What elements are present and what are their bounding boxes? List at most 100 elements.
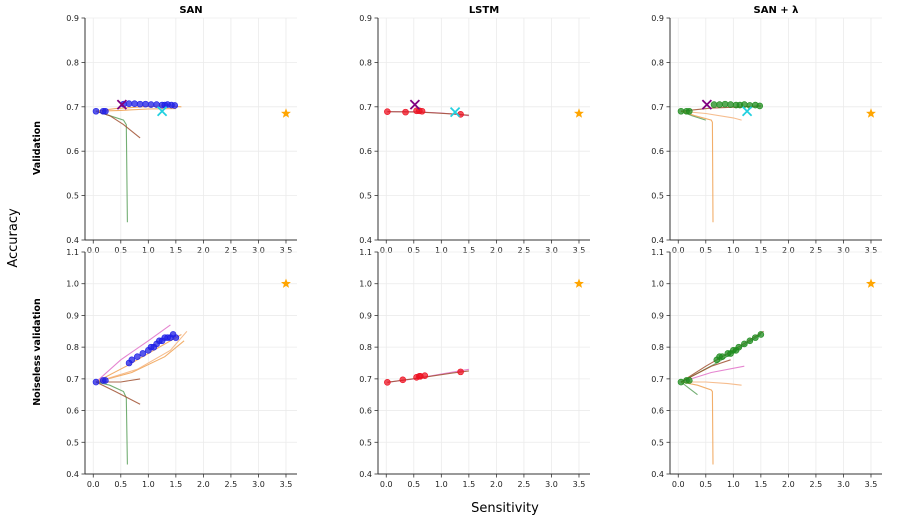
data-point [677, 107, 685, 115]
x-tick-label: 2.5 [810, 480, 823, 489]
x-tick-label: 3.5 [573, 246, 586, 255]
y-tick-label: 0.8 [651, 343, 664, 352]
panel-1: 0.4 0.5 0.6 0.7 0.8 0.9 0.0 0.5 1.0 1.5 2.0 2.5 3.0 3… [66, 5, 297, 255]
x-tick-label: 0.5 [699, 480, 712, 489]
y-tick-label: 0.6 [66, 407, 79, 416]
y-tick-label: 0.8 [651, 58, 664, 67]
y-tick-label: 0.5 [66, 438, 79, 447]
x-tick-label: 3.0 [545, 246, 558, 255]
x-marker-stroke [409, 99, 421, 110]
x-tick-label: 1.5 [754, 480, 767, 489]
y-tick-label: 1.0 [66, 280, 79, 289]
x-tick-label: 1.5 [462, 246, 475, 255]
y-tick-label: 1.0 [651, 280, 664, 289]
panel-5: 0.4 0.5 0.6 0.7 0.8 0.9 1.0 1.1 0.0 0.5 1.0 1.5 2.0 2… [359, 248, 590, 489]
y-tick-label: 0.9 [359, 311, 372, 320]
y-tick-label: 1.1 [651, 248, 664, 257]
x-tick-label: 0.5 [114, 246, 127, 255]
data-point [384, 108, 391, 115]
data-point [172, 334, 180, 341]
x-tick-label: 2.5 [225, 246, 238, 255]
y-tick-label: 0.5 [359, 438, 372, 447]
data-point [384, 379, 391, 386]
y-tick-label: 1.1 [359, 248, 372, 257]
y-axis-title: Accuracy [6, 208, 21, 268]
x-tick-label: 1.5 [462, 480, 475, 489]
data-point [735, 343, 743, 351]
data-point [92, 107, 100, 115]
x-tick-label: 1.5 [754, 246, 767, 255]
data-point [752, 334, 759, 341]
data-point [756, 102, 764, 110]
x-marker-stroke [701, 99, 713, 110]
row-label-noiseless-validation: Noiseless validation [32, 298, 43, 406]
x-marker-stroke [741, 106, 753, 117]
x-tick-label: 3.0 [545, 480, 558, 489]
y-tick-label: 0.8 [66, 58, 79, 67]
star-marker [281, 108, 291, 118]
data-point [727, 101, 734, 108]
x-marker-purple [116, 99, 128, 110]
panel-title: SAN + λ [754, 5, 800, 16]
x-tick-label: 0.0 [672, 480, 685, 489]
x-tick-label: 2.5 [225, 480, 238, 489]
data-point [741, 101, 748, 108]
x-tick-label: 2.0 [197, 246, 210, 255]
x-tick-label: 2.0 [490, 246, 503, 255]
trajectory-line [95, 381, 128, 465]
x-tick-label: 0.0 [87, 480, 100, 489]
trajectory-line [95, 340, 185, 383]
y-tick-label: 1.1 [66, 248, 79, 257]
x-tick-label: 0.5 [114, 480, 127, 489]
y-tick-label: 0.7 [651, 103, 664, 112]
x-tick-label: 1.0 [142, 480, 155, 489]
x-tick-label: 0.0 [87, 246, 100, 255]
panel-title: LSTM [469, 5, 499, 16]
data-point [125, 100, 133, 107]
trajectory-line [95, 110, 141, 139]
trajectory-line [680, 381, 714, 465]
data-point [457, 368, 464, 376]
x-marker-stroke [449, 106, 461, 118]
data-point [677, 378, 685, 386]
y-tick-label: 0.9 [651, 311, 664, 320]
data-point [685, 377, 693, 384]
star-marker [866, 278, 876, 288]
x-tick-label: 1.5 [169, 480, 182, 489]
data-point [402, 108, 409, 116]
data-point [719, 353, 726, 360]
x-tick-label: 1.0 [727, 480, 740, 489]
y-tick-label: 0.9 [66, 14, 79, 23]
panel-title: SAN [179, 5, 202, 16]
x-tick-label: 0.0 [380, 480, 393, 489]
y-tick-label: 1.0 [359, 280, 372, 289]
y-tick-label: 0.6 [651, 147, 664, 156]
y-tick-label: 0.9 [66, 311, 79, 320]
x-tick-label: 1.0 [727, 246, 740, 255]
trajectory-line [95, 110, 128, 223]
panel-6: 0.4 0.5 0.6 0.7 0.8 0.9 1.0 1.1 0.0 0.5 1.0 1.5 2.0 2… [651, 248, 882, 489]
x-tick-label: 1.0 [142, 246, 155, 255]
x-tick-label: 3.0 [837, 480, 850, 489]
trajectory-line [680, 110, 742, 121]
x-tick-label: 2.0 [782, 246, 795, 255]
y-tick-label: 0.4 [66, 236, 79, 245]
y-tick-label: 0.5 [66, 192, 79, 201]
y-tick-label: 0.7 [66, 375, 79, 384]
x-tick-label: 3.0 [837, 246, 850, 255]
x-tick-label: 3.5 [865, 480, 878, 489]
x-tick-label: 2.0 [197, 480, 210, 489]
y-tick-label: 0.6 [359, 147, 372, 156]
x-marker-purple [409, 99, 421, 110]
data-point [721, 100, 729, 108]
star-marker [866, 108, 876, 118]
y-tick-label: 0.4 [651, 236, 664, 245]
y-tick-label: 0.5 [359, 192, 372, 201]
trajectory-line [680, 381, 698, 396]
data-point [716, 101, 723, 108]
x-tick-label: 2.0 [490, 480, 503, 489]
x-tick-label: 1.0 [435, 246, 448, 255]
y-tick-label: 0.9 [359, 14, 372, 23]
y-tick-label: 0.8 [359, 58, 372, 67]
